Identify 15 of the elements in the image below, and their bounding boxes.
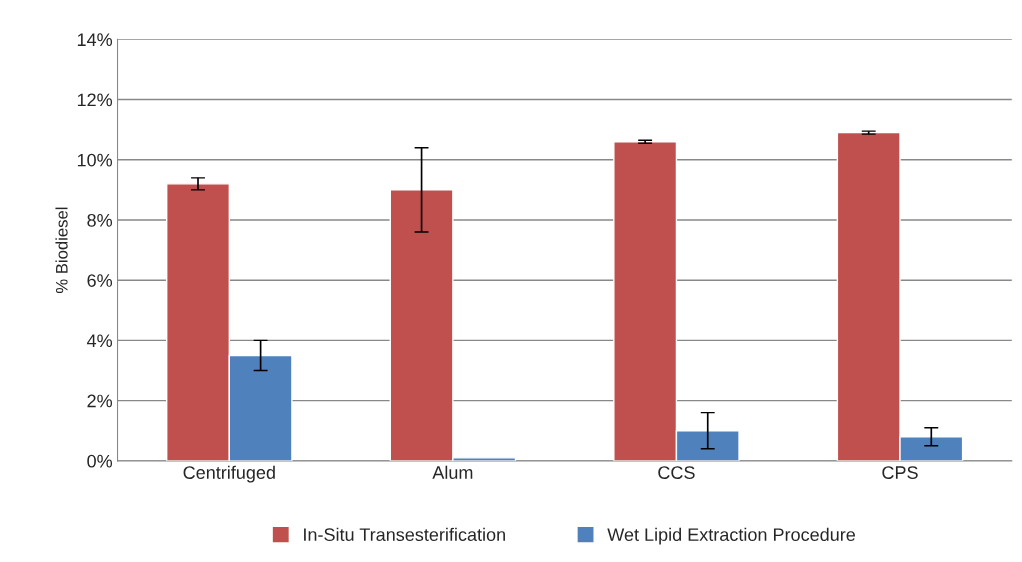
x-tick-label: CCS [658, 466, 695, 479]
x-tick-label: Alum [432, 465, 473, 479]
y-tick-label: 4% [86, 334, 113, 348]
y-axis-title: % Biodiesel [55, 207, 68, 294]
y-tick-label: 6% [87, 274, 113, 287]
y-tick-label: 2% [87, 394, 113, 408]
x-tick-label: CPS [882, 466, 918, 479]
legend-label: Wet Lipid Extraction Procedure [607, 527, 855, 545]
y-tick-label: 14% [77, 33, 113, 46]
y-tick-label: 8% [87, 213, 113, 227]
y-tick-label: 0% [87, 454, 113, 468]
legend-label: In-Situ Transesterification [304, 527, 505, 542]
y-tick-label: 12% [77, 93, 113, 107]
x-tick-label: Centrifuged [183, 465, 275, 483]
y-tick-label: 10% [77, 153, 113, 167]
